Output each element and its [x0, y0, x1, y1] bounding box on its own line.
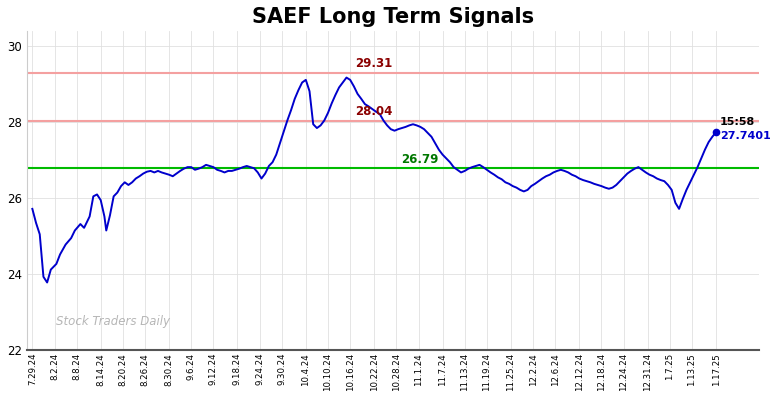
Text: 28.04: 28.04	[355, 105, 393, 118]
Text: Stock Traders Daily: Stock Traders Daily	[56, 315, 170, 328]
Text: 26.79: 26.79	[401, 153, 438, 166]
Text: 29.31: 29.31	[356, 57, 393, 70]
Text: 15:58: 15:58	[720, 117, 755, 127]
Text: 27.7401: 27.7401	[720, 131, 771, 141]
Title: SAEF Long Term Signals: SAEF Long Term Signals	[252, 7, 534, 27]
